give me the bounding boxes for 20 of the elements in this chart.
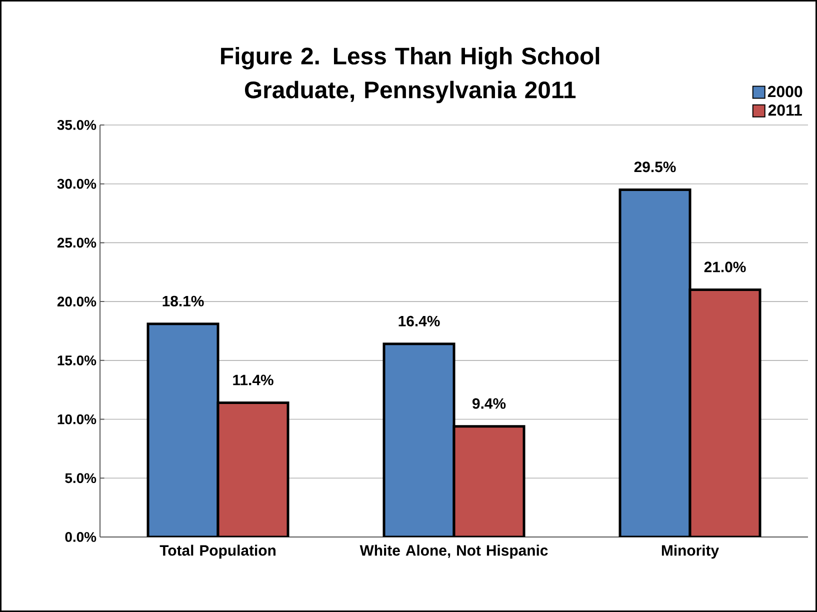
legend-label: 2000 <box>768 86 802 98</box>
data-label: 11.4% <box>233 374 274 386</box>
y-tick-label: 5.0% <box>65 473 96 484</box>
x-tick-label: White Alone, Not Hispanic <box>360 544 548 559</box>
data-label: 9.4% <box>472 398 506 409</box>
y-tick-label: 35.0% <box>57 120 96 130</box>
y-tick-label: 10.0% <box>58 414 96 424</box>
data-label: 16.4% <box>398 316 440 326</box>
y-tick-label: 0.0% <box>65 532 96 542</box>
chart-title: Figure 2. Less Than High School Graduate, Pennsylvania 2011 <box>221 46 600 104</box>
data-label: 18.1% <box>162 296 204 306</box>
y-tick-label: 25.0% <box>57 238 96 248</box>
x-tick-label: Total Population <box>160 544 276 559</box>
y-tick-label: 30.0% <box>57 178 96 189</box>
legend-label: 2011 <box>768 104 802 116</box>
y-tick-label: 20.0% <box>57 296 96 306</box>
y-tick-label: 15.0% <box>58 355 96 366</box>
data-label: 21.0% <box>704 262 746 272</box>
data-label: 29.5% <box>634 162 676 172</box>
x-tick-label: Minority <box>662 544 719 559</box>
